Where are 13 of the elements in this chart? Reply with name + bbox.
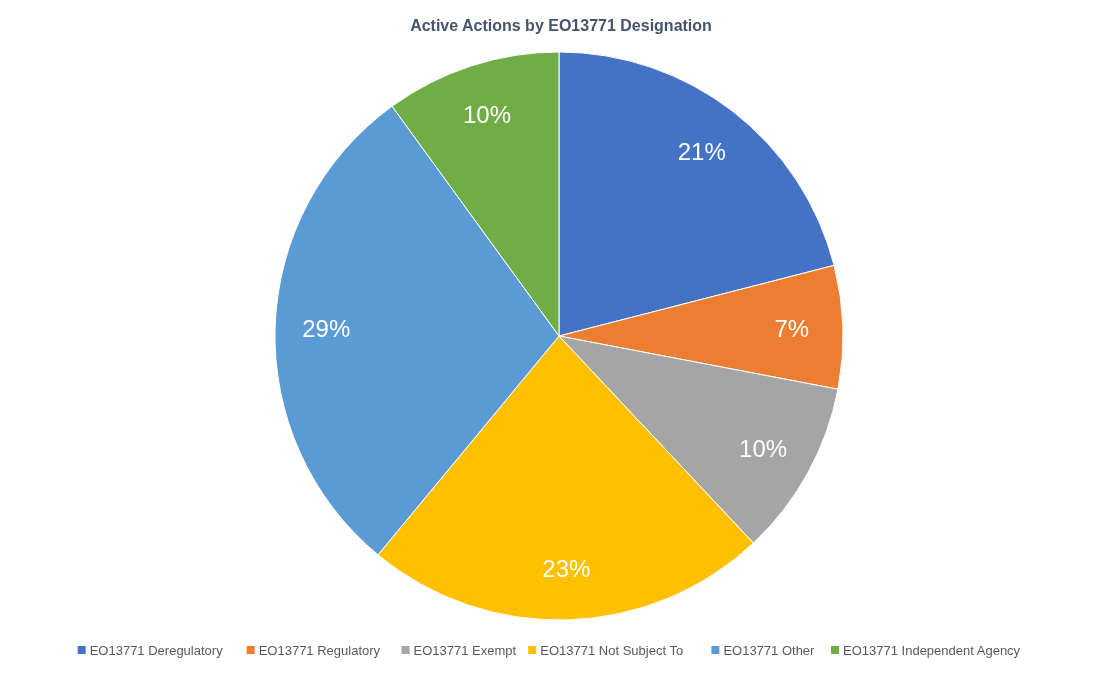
chart-title: Active Actions by EO13771 Designation — [410, 16, 712, 34]
legend-label: EO13771 Exempt — [413, 642, 517, 658]
data-label: 21% — [677, 138, 726, 166]
data-label: 23% — [542, 555, 591, 583]
legend-label: EO13771 Not Subject To — [540, 642, 684, 658]
legend-label: EO13771 Independent Agency — [843, 642, 1021, 658]
data-label: 29% — [302, 315, 351, 343]
data-label: 10% — [463, 100, 512, 128]
data-label: 7% — [774, 315, 810, 343]
legend-label: EO13771 Other — [723, 642, 816, 658]
legend-label: EO13771 Regulatory — [258, 642, 381, 658]
legend-label: EO13771 Deregulatory — [89, 642, 224, 658]
data-label: 10% — [739, 434, 788, 462]
